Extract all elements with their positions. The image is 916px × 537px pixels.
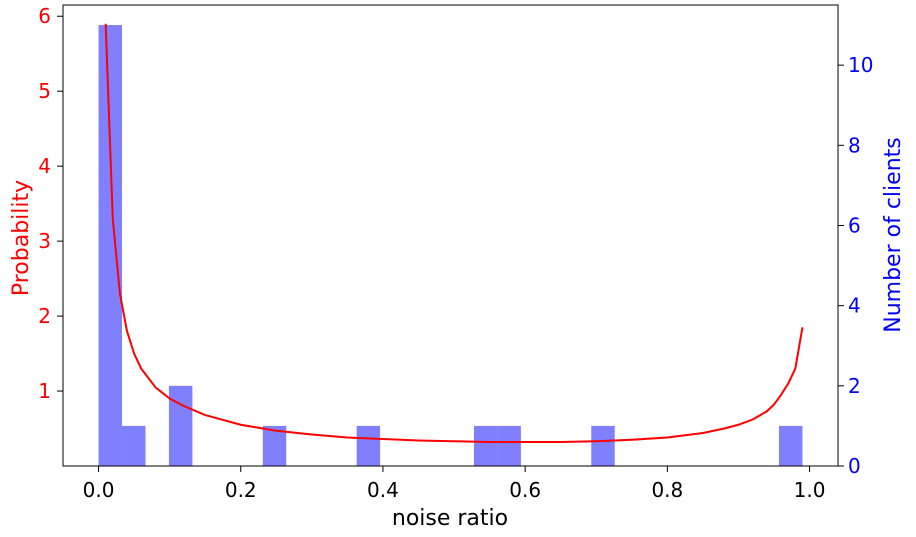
left-tick-label: 4 — [38, 154, 51, 178]
x-axis-ticks: 0.0 0.2 0.4 0.6 0.8 1.0 — [83, 466, 826, 502]
left-tick-label: 6 — [38, 4, 51, 28]
right-axis-ticks: 0 2 4 6 8 10 — [838, 53, 873, 478]
right-tick-label: 8 — [848, 133, 861, 157]
right-tick-label: 4 — [848, 294, 861, 318]
left-tick-label: 1 — [38, 379, 51, 403]
histogram-bar-2 — [168, 385, 193, 466]
x-tick-label: 1.0 — [794, 478, 826, 502]
histogram-bars — [98, 25, 803, 466]
x-axis-title: noise ratio — [392, 506, 508, 531]
x-tick-label: 0.6 — [509, 478, 541, 502]
right-tick-label: 10 — [848, 53, 873, 77]
left-tick-label: 3 — [38, 229, 51, 253]
left-axis-title: Probability — [9, 180, 34, 296]
histogram-bar-1 — [122, 425, 146, 466]
x-tick-label: 0.4 — [367, 478, 399, 502]
x-tick-label: 0.2 — [225, 478, 257, 502]
left-axis-ticks: 1 2 3 4 5 6 — [38, 4, 63, 403]
right-tick-label: 2 — [848, 374, 861, 398]
histogram-bar-8 — [778, 425, 803, 466]
histogram-bar-4 — [356, 425, 381, 466]
histogram-bar-0 — [98, 25, 123, 466]
right-tick-label: 0 — [848, 454, 861, 478]
x-tick-label: 0.8 — [651, 478, 683, 502]
histogram-bar-3 — [262, 425, 287, 466]
left-tick-label: 2 — [38, 304, 51, 328]
x-tick-label: 0.0 — [83, 478, 115, 502]
histogram-bar-5 — [473, 425, 498, 466]
right-axis-title: Number of clients — [881, 137, 906, 332]
histogram-bar-6 — [497, 425, 521, 466]
right-tick-label: 6 — [848, 213, 861, 237]
histogram-bar-7 — [591, 425, 615, 466]
probability-curve — [104, 23, 804, 444]
plot-frame — [62, 4, 839, 467]
left-tick-label: 5 — [38, 79, 51, 103]
